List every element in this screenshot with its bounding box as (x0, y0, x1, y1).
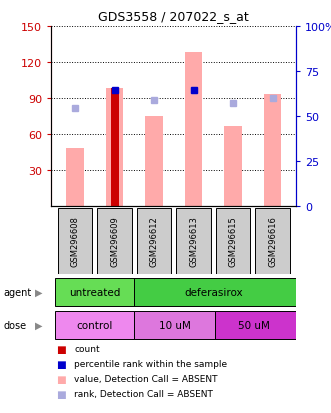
Bar (66, 149, 84, 206)
Bar (216, 209, 251, 274)
Text: control: control (76, 320, 113, 330)
Text: untreated: untreated (69, 287, 120, 297)
Text: rank, Detection Call = ABSENT: rank, Detection Call = ABSENT (74, 389, 213, 398)
Bar (176, 209, 211, 274)
Bar (58, 209, 92, 274)
Text: GSM296609: GSM296609 (110, 216, 119, 266)
Text: ■: ■ (56, 374, 66, 384)
Text: dose: dose (3, 320, 26, 330)
Bar (145, 116, 163, 206)
Text: ■: ■ (56, 344, 66, 354)
Bar (137, 209, 171, 274)
Text: deferasirox: deferasirox (184, 287, 243, 297)
Text: GDS3558 / 207022_s_at: GDS3558 / 207022_s_at (98, 10, 249, 23)
Bar (97, 209, 132, 274)
Text: GSM296612: GSM296612 (150, 216, 159, 266)
Text: ■: ■ (56, 359, 66, 369)
Text: percentile rank within the sample: percentile rank within the sample (74, 359, 228, 368)
Text: 50 uM: 50 uM (238, 320, 270, 330)
Text: 10 uM: 10 uM (159, 320, 191, 330)
Bar (224, 126, 242, 206)
Text: ▶: ▶ (35, 287, 42, 297)
Bar (55, 278, 134, 306)
Bar (106, 89, 123, 206)
Text: ■: ■ (56, 389, 66, 399)
Bar (134, 278, 296, 306)
Bar (255, 209, 290, 274)
Bar (55, 311, 134, 339)
Text: agent: agent (3, 287, 31, 297)
Text: ▶: ▶ (35, 320, 42, 330)
Bar (134, 311, 215, 339)
Text: value, Detection Call = ABSENT: value, Detection Call = ABSENT (74, 374, 218, 383)
Text: count: count (74, 344, 100, 354)
Text: GSM296613: GSM296613 (189, 216, 198, 266)
Bar (215, 311, 296, 339)
Text: GSM296615: GSM296615 (228, 216, 238, 266)
Bar (111, 89, 118, 206)
Text: GSM296616: GSM296616 (268, 216, 277, 266)
Bar (264, 95, 281, 206)
Text: GSM296608: GSM296608 (71, 216, 79, 266)
Bar (185, 53, 203, 206)
